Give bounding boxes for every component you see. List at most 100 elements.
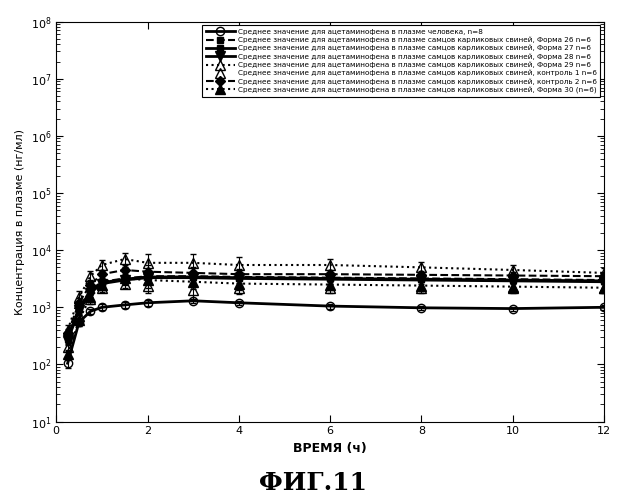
Среднее значение для ацетаминофена в плазме самцов карликовых свиней, Форма 29 n=6 bbox=[86, 273, 94, 279]
Среднее значение для ацетаминофена в плазме самцов карликовых свиней, контроль 1 n=6 bbox=[600, 284, 608, 290]
Среднее значение для ацетаминофена в плазме самцов карликовых свиней, Форма 27 n=6 bbox=[235, 274, 242, 280]
Среднее значение для ацетаминофена в плазме самцов карликовых свиней, Форма 28 n=6 bbox=[64, 338, 71, 344]
Среднее значение для ацетаминофена в плазме человека, n=8 bbox=[121, 302, 128, 308]
Среднее значение для ацетаминофена в плазме самцов карликовых свиней, Форма 29 n=6 bbox=[144, 260, 151, 266]
Среднее значение для ацетаминофена в плазме самцов карликовых свиней, Форма 27 n=6 bbox=[64, 336, 71, 342]
Среднее значение для ацетаминофена в плазме самцов карликовых свиней, Форма 29 n=6 bbox=[190, 260, 197, 266]
Среднее значение для ацетаминофена в плазме самцов карликовых свиней, Форма 26 n=6 bbox=[121, 276, 128, 281]
Среднее значение для ацетаминофена в плазме самцов карликовых свиней, Форма 26 n=6 bbox=[75, 304, 83, 310]
Среднее значение для ацетаминофена в плазме самцов карликовых свиней, Форма 26 n=6 bbox=[326, 274, 334, 280]
Среднее значение для ацетаминофена в плазме человека, n=8 bbox=[235, 300, 242, 306]
X-axis label: ВРЕМЯ (ч): ВРЕМЯ (ч) bbox=[293, 442, 367, 455]
Среднее значение для ацетаминофена в плазме человека, n=8 bbox=[600, 304, 608, 310]
Среднее значение для ацетаминофена в плазме самцов карликовых свиней, Форма 28 n=6 bbox=[235, 276, 242, 281]
Среднее значение для ацетаминофена в плазме самцов карликовых свиней, контроль 2 n=6 bbox=[509, 272, 516, 278]
Среднее значение для ацетаминофена в плазме самцов карликовых свиней, Форма 26 n=6 bbox=[64, 334, 71, 340]
Среднее значение для ацетаминофена в плазме самцов карликовых свиней, Форма 30 (n=6) bbox=[190, 279, 197, 285]
Среднее значение для ацетаминофена в плазме самцов карликовых свиней, контроль 1 n=6 bbox=[75, 313, 83, 319]
Line: Среднее значение для ацетаминофена в плазме самцов карликовых свиней, контроль 1 n=6: Среднее значение для ацетаминофена в пла… bbox=[63, 278, 609, 352]
Среднее значение для ацетаминофена в плазме самцов карликовых свиней, Форма 28 n=6 bbox=[121, 277, 128, 283]
Среднее значение для ацетаминофена в плазме самцов карликовых свиней, Форма 27 n=6 bbox=[326, 276, 334, 281]
Среднее значение для ацетаминофена в плазме самцов карликовых свиней, Форма 30 (n=6) bbox=[144, 277, 151, 283]
Среднее значение для ацетаминофена в плазме самцов карликовых свиней, Форма 27 n=6 bbox=[98, 280, 106, 285]
Среднее значение для ацетаминофена в плазме самцов карликовых свиней, контроль 2 n=6 bbox=[98, 271, 106, 277]
Среднее значение для ацетаминофена в плазме самцов карликовых свиней, Форма 26 n=6 bbox=[418, 276, 425, 281]
Line: Среднее значение для ацетаминофена в плазме самцов карликовых свиней, Форма 29 n=6: Среднее значение для ацетаминофена в пла… bbox=[63, 254, 609, 335]
Среднее значение для ацетаминофена в плазме человека, n=8 bbox=[190, 298, 197, 304]
Среднее значение для ацетаминофена в плазме самцов карликовых свиней, контроль 2 n=6 bbox=[86, 282, 94, 288]
Среднее значение для ацетаминофена в плазме самцов карликовых свиней, Форма 28 n=6 bbox=[98, 280, 106, 286]
Line: Среднее значение для ацетаминофена в плазме самцов карликовых свиней, Форма 26 n=6: Среднее значение для ацетаминофена в пла… bbox=[64, 272, 607, 340]
Среднее значение для ацетаминофена в плазме человека, n=8 bbox=[326, 303, 334, 309]
Среднее значение для ацетаминофена в плазме самцов карликовых свиней, Форма 30 (n=6) bbox=[600, 284, 608, 290]
Среднее значение для ацетаминофена в плазме самцов карликовых свиней, Форма 28 n=6 bbox=[326, 276, 334, 282]
Среднее значение для ацетаминофена в плазме самцов карликовых свиней, Форма 28 n=6 bbox=[509, 278, 516, 284]
Среднее значение для ацетаминофена в плазме самцов карликовых свиней, Форма 30 (n=6) bbox=[121, 276, 128, 281]
Среднее значение для ацетаминофена в плазме самцов карликовых свиней, Форма 26 n=6 bbox=[600, 277, 608, 283]
Среднее значение для ацетаминофена в плазме самцов карликовых свиней, контроль 2 n=6 bbox=[600, 273, 608, 279]
Среднее значение для ацетаминофена в плазме самцов карликовых свиней, Форма 29 n=6 bbox=[75, 294, 83, 300]
Среднее значение для ацетаминофена в плазме самцов карликовых свиней, Форма 29 n=6 bbox=[235, 262, 242, 268]
Среднее значение для ацетаминофена в плазме самцов карликовых свиней, Форма 26 n=6 bbox=[98, 279, 106, 285]
Среднее значение для ацетаминофена в плазме самцов карликовых свиней, Форма 27 n=6 bbox=[190, 274, 197, 280]
Среднее значение для ацетаминофена в плазме самцов карликовых свиней, Форма 30 (n=6) bbox=[235, 280, 242, 286]
Среднее значение для ацетаминофена в плазме самцов карликовых свиней, Форма 27 n=6 bbox=[600, 278, 608, 284]
Line: Среднее значение для ацетаминофена в плазме самцов карликовых свиней, Форма 28 n=6: Среднее значение для ацетаминофена в пла… bbox=[63, 273, 609, 345]
Среднее значение для ацетаминофена в плазме самцов карликовых свиней, Форма 30 (n=6) bbox=[509, 284, 516, 290]
Среднее значение для ацетаминофена в плазме самцов карликовых свиней, контроль 2 n=6 bbox=[64, 330, 71, 336]
Среднее значение для ацетаминофена в плазме самцов карликовых свиней, Форма 30 (n=6) bbox=[98, 282, 106, 288]
Среднее значение для ацетаминофена в плазме самцов карликовых свиней, контроль 1 n=6 bbox=[64, 344, 71, 350]
Text: ФИГ.11: ФИГ.11 bbox=[259, 471, 367, 495]
Среднее значение для ацетаминофена в плазме самцов карликовых свиней, контроль 1 n=6 bbox=[509, 284, 516, 290]
Line: Среднее значение для ацетаминофена в плазме человека, n=8: Среднее значение для ацетаминофена в пла… bbox=[63, 296, 608, 368]
Среднее значение для ацетаминофена в плазме самцов карликовых свиней, Форма 28 n=6 bbox=[75, 307, 83, 313]
Line: Среднее значение для ацетаминофена в плазме самцов карликовых свиней, Форма 27 n=6: Среднее значение для ацетаминофена в пла… bbox=[64, 274, 607, 342]
Среднее значение для ацетаминофена в плазме самцов карликовых свиней, Форма 28 n=6 bbox=[86, 290, 94, 296]
Среднее значение для ацетаминофена в плазме самцов карликовых свиней, Форма 27 n=6 bbox=[86, 288, 94, 294]
Legend: Среднее значение для ацетаминофена в плазме человека, n=8, Среднее значение для : Среднее значение для ацетаминофена в пла… bbox=[202, 25, 600, 97]
Line: Среднее значение для ацетаминофена в плазме самцов карликовых свиней, Форма 30 (n=6): Среднее значение для ацетаминофена в пла… bbox=[63, 274, 609, 359]
Среднее значение для ацетаминофена в плазме самцов карликовых свиней, Форма 26 n=6 bbox=[190, 273, 197, 279]
Среднее значение для ацетаминофена в плазме самцов карликовых свиней, контроль 1 n=6 bbox=[144, 282, 151, 288]
Среднее значение для ацетаминофена в плазме самцов карликовых свиней, Форма 26 n=6 bbox=[144, 273, 151, 279]
Среднее значение для ацетаминофена в плазме самцов карликовых свиней, Форма 27 n=6 bbox=[121, 276, 128, 282]
Среднее значение для ацетаминофена в плазме самцов карликовых свиней, контроль 2 n=6 bbox=[190, 270, 197, 276]
Среднее значение для ацетаминофена в плазме самцов карликовых свиней, Форма 27 n=6 bbox=[418, 276, 425, 282]
Среднее значение для ацетаминофена в плазме самцов карликовых свиней, контроль 1 n=6 bbox=[121, 280, 128, 286]
Среднее значение для ацетаминофена в плазме самцов карликовых свиней, Форма 27 n=6 bbox=[144, 274, 151, 280]
Среднее значение для ацетаминофена в плазме самцов карликовых свиней, Форма 30 (n=6) bbox=[75, 317, 83, 323]
Среднее значение для ацетаминофена в плазме самцов карликовых свиней, Форма 29 n=6 bbox=[98, 262, 106, 268]
Среднее значение для ацетаминофена в плазме самцов карликовых свиней, Форма 27 n=6 bbox=[75, 306, 83, 312]
Среднее значение для ацетаминофена в плазме самцов карликовых свиней, Форма 28 n=6 bbox=[600, 279, 608, 285]
Среднее значение для ацетаминофена в плазме самцов карликовых свиней, Форма 28 n=6 bbox=[190, 274, 197, 280]
Среднее значение для ацетаминофена в плазме человека, n=8 bbox=[86, 308, 94, 314]
Среднее значение для ацетаминофена в плазме человека, n=8 bbox=[75, 319, 83, 325]
Среднее значение для ацетаминофена в плазме самцов карликовых свиней, контроль 2 n=6 bbox=[418, 272, 425, 278]
Среднее значение для ацетаминофена в плазме самцов карликовых свиней, Форма 28 n=6 bbox=[144, 274, 151, 280]
Среднее значение для ацетаминофена в плазме самцов карликовых свиней, Форма 29 n=6 bbox=[418, 264, 425, 270]
Среднее значение для ацетаминофена в плазме человека, n=8 bbox=[98, 304, 106, 310]
Среднее значение для ацетаминофена в плазме самцов карликовых свиней, Форма 29 n=6 bbox=[121, 256, 128, 262]
Среднее значение для ацетаминофена в плазме самцов карликовых свиней, Форма 29 n=6 bbox=[64, 327, 71, 333]
Среднее значение для ацетаминофена в плазме самцов карликовых свиней, Форма 26 n=6 bbox=[509, 276, 516, 282]
Среднее значение для ацетаминофена в плазме самцов карликовых свиней, контроль 1 n=6 bbox=[98, 284, 106, 290]
Среднее значение для ацетаминофена в плазме самцов карликовых свиней, контроль 2 n=6 bbox=[235, 271, 242, 277]
Среднее значение для ацетаминофена в плазме человека, n=8 bbox=[64, 360, 71, 366]
Y-axis label: Концентрация в плазме (нг/мл): Концентрация в плазме (нг/мл) bbox=[15, 128, 25, 314]
Среднее значение для ацетаминофена в плазме самцов карликовых свиней, контроль 1 n=6 bbox=[418, 284, 425, 290]
Среднее значение для ацетаминофена в плазме человека, n=8 bbox=[144, 300, 151, 306]
Среднее значение для ацетаминофена в плазме самцов карликовых свиней, Форма 30 (n=6) bbox=[326, 282, 334, 288]
Среднее значение для ацетаминофена в плазме самцов карликовых свиней, контроль 2 n=6 bbox=[326, 271, 334, 277]
Среднее значение для ацетаминофена в плазме самцов карликовых свиней, Форма 29 n=6 bbox=[600, 270, 608, 276]
Среднее значение для ацетаминофена в плазме самцов карликовых свиней, Форма 27 n=6 bbox=[509, 277, 516, 283]
Среднее значение для ацетаминофена в плазме самцов карликовых свиней, Форма 29 n=6 bbox=[326, 262, 334, 268]
Среднее значение для ацетаминофена в плазме самцов карликовых свиней, Форма 26 n=6 bbox=[86, 287, 94, 293]
Среднее значение для ацетаминофена в плазме самцов карликовых свиней, Форма 26 n=6 bbox=[235, 274, 242, 280]
Среднее значение для ацетаминофена в плазме самцов карликовых свиней, контроль 2 n=6 bbox=[121, 267, 128, 273]
Среднее значение для ацетаминофена в плазме самцов карликовых свиней, Форма 30 (n=6) bbox=[418, 282, 425, 288]
Среднее значение для ацетаминофена в плазме самцов карликовых свиней, Форма 29 n=6 bbox=[509, 267, 516, 273]
Среднее значение для ацетаминофена в плазме самцов карликовых свиней, Форма 30 (n=6) bbox=[86, 294, 94, 300]
Среднее значение для ацетаминофена в плазме самцов карликовых свиней, контроль 1 n=6 bbox=[326, 284, 334, 290]
Среднее значение для ацетаминофена в плазме самцов карликовых свиней, Форма 30 (n=6) bbox=[64, 352, 71, 358]
Среднее значение для ацетаминофена в плазме самцов карликовых свиней, контроль 2 n=6 bbox=[144, 268, 151, 274]
